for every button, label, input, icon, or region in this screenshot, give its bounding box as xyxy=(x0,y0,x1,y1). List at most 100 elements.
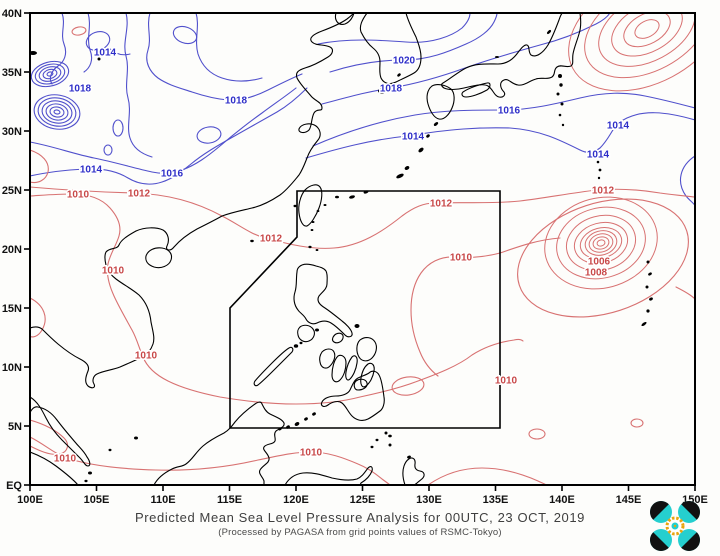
logo-petal-bottom-left xyxy=(650,529,672,551)
isobar-label-1020: 1020 xyxy=(393,56,416,67)
coastline xyxy=(360,362,375,388)
isobars-high-blue xyxy=(30,13,695,207)
coastline xyxy=(145,247,173,269)
isobar-label-1012: 1012 xyxy=(592,186,615,197)
y-axis-tick-label: 25N xyxy=(2,185,22,197)
x-axis-tick-label: 130E xyxy=(416,494,442,506)
isobar-label-1010: 1010 xyxy=(67,190,90,201)
x-axis-tick-label: 140E xyxy=(549,494,575,506)
coastline xyxy=(331,354,347,383)
x-axis-tick-label: 145E xyxy=(616,494,642,506)
isobar-blue xyxy=(317,13,471,45)
axis-ticks xyxy=(24,12,696,491)
coastline xyxy=(345,355,358,381)
isobar-blue xyxy=(679,155,695,207)
coastline xyxy=(135,13,355,251)
isobar-label-1010: 1010 xyxy=(102,266,125,277)
coastline xyxy=(153,401,285,485)
isobar-label-1016: 1016 xyxy=(498,106,521,117)
x-axis-tick-label: 120E xyxy=(283,494,309,506)
coastline xyxy=(319,348,336,369)
chart-title: Predicted Mean Sea Level Pressure Analys… xyxy=(134,510,586,525)
isobar-red xyxy=(675,286,695,300)
isobar-label-1014: 1014 xyxy=(402,132,425,143)
isobar-blue xyxy=(108,47,131,56)
pagasa-logo xyxy=(650,501,700,551)
isobar-blue xyxy=(30,87,308,185)
coastline xyxy=(30,451,79,485)
logo-petal-bottom-right xyxy=(678,529,700,551)
x-axis-tick-label: 105E xyxy=(84,494,110,506)
par-boundary-box xyxy=(229,190,501,429)
isobar-blue xyxy=(146,13,303,101)
isobar-label-1014: 1014 xyxy=(587,150,610,161)
isobar-red xyxy=(30,186,695,249)
coastline xyxy=(253,346,294,387)
small-islands xyxy=(30,30,653,483)
isobar-label-1010: 1010 xyxy=(450,253,473,264)
isobar-blue xyxy=(30,87,297,174)
isobar-label-1006: 1006 xyxy=(588,257,611,268)
isobar-red xyxy=(30,297,46,338)
isobar-label-1012: 1012 xyxy=(260,234,283,245)
coastline xyxy=(356,337,377,362)
coastline xyxy=(30,230,155,389)
coastline xyxy=(359,13,422,85)
isobar-label-1010: 1010 xyxy=(54,454,77,465)
chart-subtitle: (Processed by PAGASA from grid points va… xyxy=(218,527,502,538)
logo-petal-top-right xyxy=(678,501,700,523)
coastline xyxy=(402,457,425,485)
coastline xyxy=(30,396,91,467)
coastline xyxy=(320,370,385,421)
y-axis-tick-label: 20N xyxy=(2,244,22,256)
y-axis-tick-label: 5N xyxy=(8,421,22,433)
x-axis-tick-label: 135E xyxy=(483,494,509,506)
coastlines xyxy=(30,13,582,485)
y-axis-tick-label: 15N xyxy=(2,303,22,315)
logo-sun-center xyxy=(665,516,685,536)
northeast-low-isobar-rings xyxy=(568,13,695,92)
y-axis-tick-label: EQ xyxy=(6,480,22,492)
isobar-label-1012: 1012 xyxy=(128,189,151,200)
coastline xyxy=(331,332,344,344)
coastline xyxy=(297,324,315,343)
isobar-label-1016: 1016 xyxy=(161,169,184,180)
isobar-blue xyxy=(83,13,93,73)
coastline xyxy=(426,84,455,120)
isobar-label-1014: 1014 xyxy=(94,48,117,59)
coastline xyxy=(334,13,355,25)
coastline xyxy=(293,263,353,338)
isobar-label-1018: 1018 xyxy=(225,96,248,107)
map-plot-area xyxy=(30,13,695,485)
y-axis-tick-label: 30N xyxy=(2,126,22,138)
coastline xyxy=(353,378,368,391)
isobar-label-1018: 1018 xyxy=(380,84,403,95)
axis-tick-labels: 100E 105E 110E 115E 120E 125E 130E 135E 140E 145E… xyxy=(2,8,708,506)
isobar-blue xyxy=(49,13,67,85)
isobar-label-1008: 1008 xyxy=(585,268,608,279)
isobar-red xyxy=(30,193,524,405)
map-frame xyxy=(29,12,696,486)
y-axis-tick-label: 10N xyxy=(2,362,22,374)
coastline xyxy=(441,13,582,98)
isobar-label-1010: 1010 xyxy=(300,448,323,459)
y-axis-tick-label: 35N xyxy=(2,67,22,79)
isobar-blue xyxy=(195,13,263,82)
isobar-label-1014: 1014 xyxy=(607,121,630,132)
isobar-label-1012: 1012 xyxy=(430,199,453,210)
coastline xyxy=(284,466,373,485)
isobar-label-1014: 1014 xyxy=(80,165,103,176)
typhoon-isobar-rings xyxy=(544,196,658,290)
logo-petal-top-left xyxy=(650,501,672,523)
isobar-red xyxy=(30,149,49,184)
isobar-blue xyxy=(124,13,153,158)
x-axis-tick-label: 125E xyxy=(350,494,376,506)
isobar-label-1010: 1010 xyxy=(495,376,518,387)
x-axis-tick-label: 115E xyxy=(217,494,242,506)
x-axis-tick-label: 100E xyxy=(17,494,43,506)
y-axis-tick-label: 40N xyxy=(2,8,22,20)
isobar-red xyxy=(427,467,547,485)
isobar-label-1018: 1018 xyxy=(69,84,92,95)
